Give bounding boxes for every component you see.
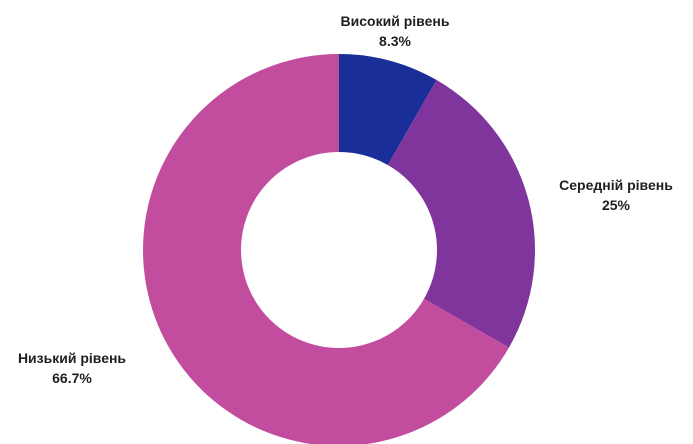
slice-label-high: Високий рівень 8.3% xyxy=(325,11,465,51)
slice-label-low-name: Низький рівень xyxy=(2,348,142,368)
slice-label-high-value: 8.3% xyxy=(325,31,465,51)
donut-hole xyxy=(241,152,437,348)
slice-label-low-value: 66.7% xyxy=(2,368,142,388)
slice-label-low: Низький рівень 66.7% xyxy=(2,348,142,388)
slice-label-high-name: Високий рівень xyxy=(325,11,465,31)
slice-label-medium-name: Середній рівень xyxy=(546,175,686,195)
slice-label-medium: Середній рівень 25% xyxy=(546,175,686,215)
slice-label-medium-value: 25% xyxy=(546,195,686,215)
